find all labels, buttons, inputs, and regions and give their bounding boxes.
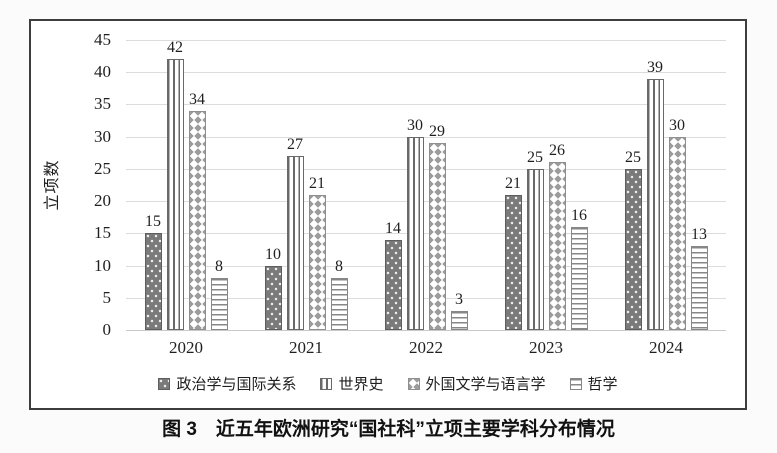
bar-value-label: 3 xyxy=(455,290,463,308)
x-tick-label: 2023 xyxy=(529,338,563,357)
bar: 14 xyxy=(384,220,402,330)
x-tick-label: 2024 xyxy=(649,338,683,357)
bar: 8 xyxy=(330,258,348,330)
legend-item: 哲学 xyxy=(569,373,618,394)
bar-value-label: 30 xyxy=(407,116,423,134)
x-tick-label: 2022 xyxy=(409,338,443,357)
bar-value-label: 42 xyxy=(167,39,183,57)
x-tick-label: 2021 xyxy=(289,338,323,357)
legend-item: 世界史 xyxy=(320,373,384,394)
bar: 42 xyxy=(166,39,184,330)
bar: 39 xyxy=(646,59,664,330)
bar: 30 xyxy=(406,117,424,330)
bar-group-2020: 15 42 34 8 xyxy=(126,39,246,330)
y-tick-label: 20 xyxy=(94,191,111,211)
bar: 3 xyxy=(450,291,468,330)
chart-frame: 立项数 0 5 10 15 20 25 30 35 40 45 15 42 34 8 10 27 21 8 14 3… xyxy=(29,19,747,410)
y-tick-label: 0 xyxy=(102,320,112,339)
bar: 25 xyxy=(624,149,642,330)
bar: 27 xyxy=(286,136,304,330)
bar-value-label: 25 xyxy=(527,148,543,166)
bar-value-label: 21 xyxy=(505,174,521,192)
plot-area: 15 42 34 8 10 27 21 8 14 30 29 3 21 25 26 16 25 39 30 13 xyxy=(126,39,726,330)
gridline xyxy=(126,104,726,106)
y-tick-label: 45 xyxy=(94,30,111,49)
bar: 21 xyxy=(504,175,522,330)
gridline xyxy=(126,168,726,170)
bar-value-label: 14 xyxy=(385,219,401,237)
bar: 26 xyxy=(548,142,566,330)
legend-swatch-icon xyxy=(158,377,171,390)
bar-value-label: 8 xyxy=(215,258,223,276)
gridline xyxy=(126,330,726,331)
bar-value-label: 29 xyxy=(429,123,445,141)
bar: 29 xyxy=(428,123,446,330)
bar-group-2024: 25 39 30 13 xyxy=(606,40,726,330)
bar: 10 xyxy=(264,246,282,330)
legend-item: 外国文学与语言学 xyxy=(407,373,546,394)
gridline xyxy=(126,40,726,41)
gridline xyxy=(126,265,726,267)
bar-group-2021: 10 27 21 8 xyxy=(246,40,366,330)
bar-value-label: 39 xyxy=(647,58,663,76)
y-tick-label: 35 xyxy=(94,94,111,114)
legend-swatch-icon xyxy=(407,377,420,390)
gridline xyxy=(126,136,726,138)
bar-value-label: 8 xyxy=(335,258,343,276)
bar-group-2023: 21 25 26 16 xyxy=(486,40,606,330)
bar-value-label: 16 xyxy=(571,206,587,224)
bar: 15 xyxy=(144,213,162,330)
legend-label: 政治学与国际关系 xyxy=(176,377,297,393)
bar-value-label: 10 xyxy=(265,245,281,263)
bar-value-label: 21 xyxy=(309,174,325,192)
bar-value-label: 13 xyxy=(691,226,707,244)
legend-swatch-icon xyxy=(569,377,582,390)
gridline xyxy=(126,297,726,299)
x-axis-ticks: 2020 2021 2022 2023 2024 xyxy=(126,338,726,358)
gridline xyxy=(126,201,726,203)
gridline xyxy=(126,72,726,74)
gridline xyxy=(126,233,726,235)
x-tick-label: 2020 xyxy=(169,338,203,357)
legend: 政治学与国际关系 世界史 外国文学与语言学 哲学 xyxy=(31,373,745,394)
y-tick-label: 25 xyxy=(94,158,111,178)
bar: 8 xyxy=(210,258,228,330)
bar: 16 xyxy=(570,207,588,330)
bar: 30 xyxy=(668,117,686,330)
y-tick-label: 10 xyxy=(94,255,111,275)
y-tick-label: 5 xyxy=(102,287,112,307)
bar: 25 xyxy=(526,149,544,330)
bar-value-label: 34 xyxy=(189,90,205,108)
y-axis-title: 立项数 xyxy=(44,159,61,211)
legend-swatch-icon xyxy=(320,377,333,390)
figure-caption: 图 3 近五年欧洲研究“国社科”立项主要学科分布情况 xyxy=(162,419,615,440)
bar-value-label: 27 xyxy=(287,136,303,153)
y-tick-label: 40 xyxy=(94,62,111,82)
legend-item: 政治学与国际关系 xyxy=(158,373,296,394)
y-tick-label: 30 xyxy=(94,126,111,146)
bar-value-label: 25 xyxy=(625,148,641,166)
bar: 34 xyxy=(188,91,206,330)
bar: 13 xyxy=(690,226,708,330)
bar-value-label: 26 xyxy=(549,142,565,160)
legend-label: 外国文学与语言学 xyxy=(425,377,546,393)
bar-value-label: 30 xyxy=(669,116,685,134)
bar: 21 xyxy=(308,175,326,330)
bar-value-label: 15 xyxy=(145,213,161,231)
y-tick-label: 15 xyxy=(94,223,111,243)
legend-label: 哲学 xyxy=(587,377,618,393)
legend-label: 世界史 xyxy=(338,377,384,393)
bar-group-2022: 14 30 29 3 xyxy=(366,40,486,330)
